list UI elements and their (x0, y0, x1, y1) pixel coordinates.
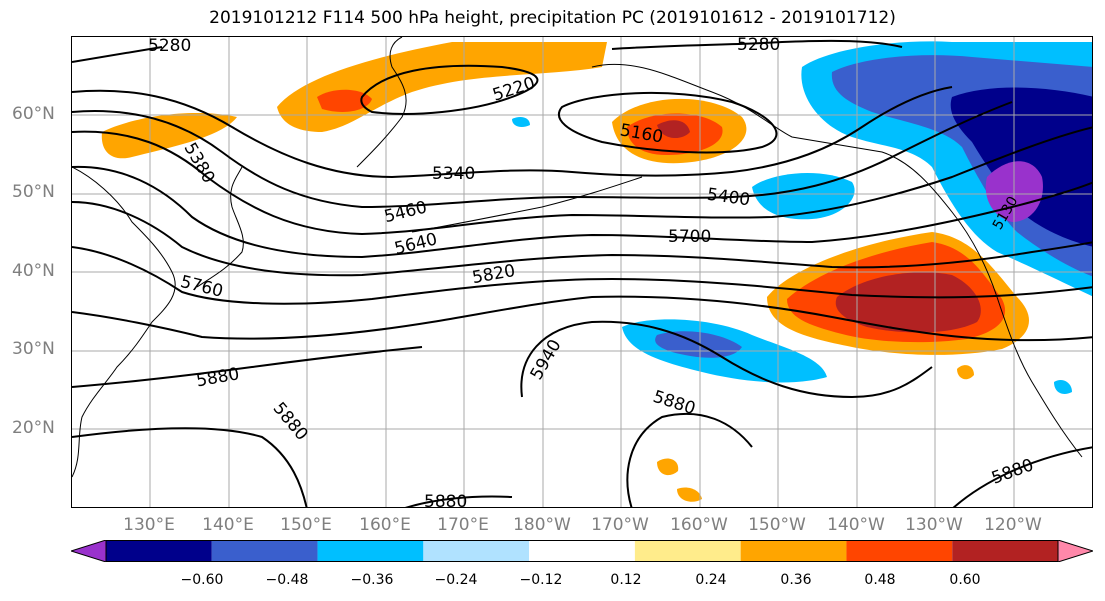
shade-positive-alaska-dark (657, 120, 690, 139)
colorbar-cell (106, 540, 212, 562)
contour-5820 (72, 295, 1092, 342)
contour-label-5280-b: 5280 (737, 37, 780, 55)
colorbar-cell (529, 540, 635, 562)
contour-5760 (72, 246, 1092, 305)
contour-label-5940: 5940 (527, 336, 566, 383)
contour-5460 (72, 126, 1092, 236)
colorbar-cell (211, 540, 318, 562)
contour-5700 (72, 201, 1092, 277)
graticule (72, 37, 1092, 507)
lon-label-140w: 140°W (827, 515, 885, 535)
lon-label-170e: 170°E (437, 515, 489, 535)
coast-japan (196, 166, 244, 288)
contour-5280-a (72, 46, 163, 63)
colorbar-tick: 0.12 (610, 572, 642, 588)
contour-label-5460: 5460 (382, 197, 429, 227)
contour-label-5880-a: 5880 (195, 364, 241, 391)
lat-label-50n: 50°N (12, 182, 55, 202)
lon-label-160w: 160°W (670, 515, 728, 535)
shade-negative-central (752, 172, 855, 220)
colorbar-tick: 0.48 (864, 572, 896, 588)
colorbar-cell (423, 540, 530, 562)
lon-label-150w: 150°W (748, 515, 806, 535)
shade-positive-japan (101, 112, 237, 159)
lon-label-150e: 150°E (280, 515, 332, 535)
shade-positive-kamchatka (277, 42, 607, 132)
map-svg: 5280 5280 5220 5160 5340 5380 5400 5460 … (72, 37, 1092, 508)
coast-aleutians (411, 176, 643, 233)
shade-positive-east-pacific-dark (835, 272, 981, 333)
colorbar-cells (71, 540, 1093, 562)
contour-5640 (72, 165, 1092, 259)
contour-label-5880-e: 5880 (989, 455, 1036, 489)
contour-label-5220: 5220 (490, 73, 537, 105)
lon-label-120w: 120°W (984, 515, 1042, 535)
colorbar-tick: −0.36 (350, 572, 394, 588)
contour-5880-d (405, 495, 513, 507)
colorbar-extend-low (71, 540, 107, 562)
colorbar-tick: −0.24 (434, 572, 478, 588)
lon-label-130e: 130°E (123, 515, 175, 535)
contour-5400 (72, 101, 1013, 209)
contour-5880-c (626, 412, 753, 507)
contour-label-5400: 5400 (706, 185, 752, 211)
colorbar-tick: 0.36 (780, 572, 812, 588)
lat-label-30n: 30°N (12, 339, 55, 359)
shade-negative-small-2 (1054, 380, 1072, 394)
colorbar-tick: −0.60 (180, 572, 224, 588)
contour-label-5880-b: 5880 (269, 399, 312, 445)
chart-title: 2019101212 F114 500 hPa height, precipit… (209, 8, 896, 28)
colorbar-outline (105, 540, 1059, 562)
height-contours (72, 39, 1092, 507)
precipitation-shading (101, 41, 1092, 502)
colorbar-extend-high (1057, 540, 1093, 562)
colorbar-tick: −0.48 (265, 572, 309, 588)
contour-label-group: 5280 5280 5220 5160 5340 5380 5400 5460 … (148, 37, 1036, 508)
shade-positive-hawaii-1 (657, 458, 679, 476)
lat-label-40n: 40°N (12, 261, 55, 281)
contour-5880-b (72, 427, 308, 507)
contour-5880-a (72, 346, 423, 388)
coast-kamchatka (356, 37, 407, 168)
contour-label-5340: 5340 (432, 164, 475, 184)
contour-5940 (520, 320, 933, 399)
lat-label-20n: 20°N (12, 418, 55, 438)
coastlines (72, 37, 1083, 478)
colorbar-cell (846, 540, 953, 562)
lon-label-160e: 160°E (359, 515, 411, 535)
lat-label-60n: 60°N (12, 104, 55, 124)
colorbar-tick: 0.24 (695, 572, 727, 588)
colorbar (71, 540, 1093, 562)
contour-5340 (72, 86, 953, 179)
shade-positive-small-1 (957, 365, 974, 380)
lon-label-170w: 170°W (591, 515, 649, 535)
contour-label-5700: 5700 (668, 227, 711, 247)
contour-label-5880-d: 5880 (424, 492, 467, 508)
colorbar-tick: 0.60 (949, 572, 981, 588)
coast-asia (72, 166, 176, 478)
colorbar-cell (740, 540, 847, 562)
shade-positive-red-1 (317, 89, 372, 112)
lon-label-130w: 130°W (905, 515, 963, 535)
lon-label-140e: 140°E (202, 515, 254, 535)
colorbar-cell (317, 540, 424, 562)
colorbar-tick: −0.12 (519, 572, 563, 588)
map-panel: 5280 5280 5220 5160 5340 5380 5400 5460 … (71, 36, 1093, 508)
coast-alaska (591, 63, 1083, 458)
contour-5880-e (952, 446, 1092, 507)
contour-label-5640: 5640 (393, 229, 440, 259)
lon-label-180w: 180°W (513, 515, 571, 535)
shade-positive-hawaii-2 (677, 487, 702, 502)
colorbar-cell (952, 540, 1058, 562)
colorbar-cell (634, 540, 741, 562)
contour-5220 (360, 64, 539, 115)
shade-negative-small (512, 117, 530, 127)
contour-5280-b (611, 39, 903, 50)
contour-5160 (557, 91, 778, 154)
contour-label-5280-a: 5280 (148, 37, 191, 56)
